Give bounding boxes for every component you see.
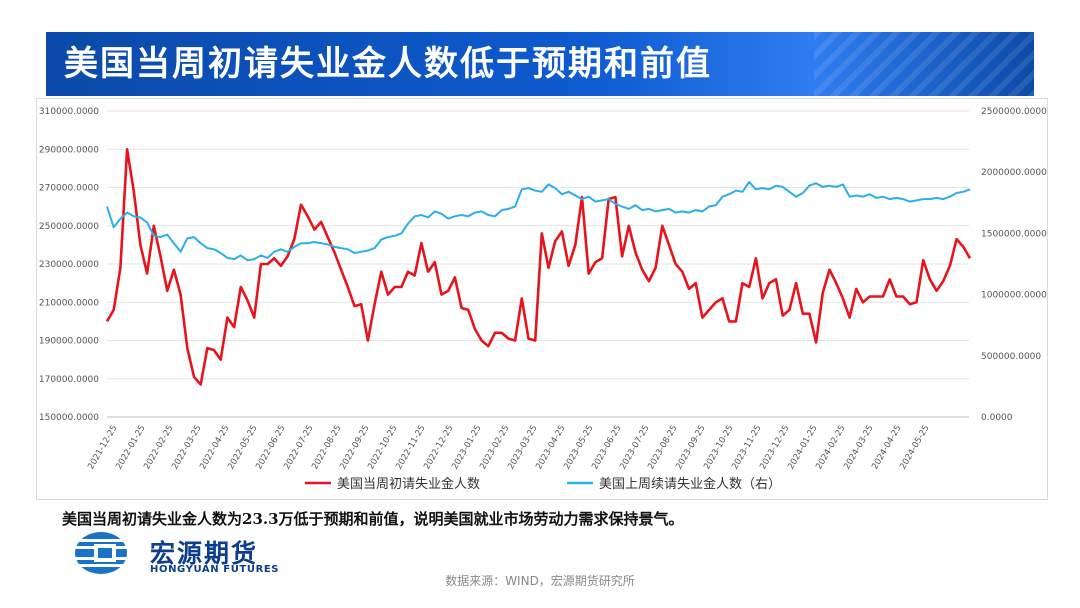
company-logo: 宏源期货 HONGYUAN FUTURES (74, 530, 314, 578)
y-axis-left: 150000.0000 170000.0000 190000.0000 210000.… (39, 107, 99, 423)
y-left-tick-label: 150000.0000 (39, 413, 99, 423)
y-right-tick-label: 2500000.0000 (981, 107, 1047, 117)
line-chart: 150000.0000 170000.0000 190000.0000 210000.… (39, 107, 1047, 492)
x-tick-label: 2024-05-25 (898, 424, 931, 472)
y-left-tick-label: 170000.0000 (39, 375, 99, 385)
caption: 美国当周初请失业金人数为23.3万低于预期和前值，说明美国就业市场劳动力需求保持… (62, 510, 684, 528)
series-line-continuing-claims (106, 181, 971, 262)
y-left-tick-label: 230000.0000 (39, 260, 99, 270)
data-source: 数据来源：WIND，宏源期货研究所 (445, 574, 635, 588)
y-left-tick-label: 190000.0000 (39, 337, 99, 347)
title-banner: 美国当周初请失业金人数低于预期和前值 (46, 32, 1034, 96)
series-lines (105, 147, 972, 386)
x-axis: 2021-12-252022-01-252022-02-252022-03-25… (86, 416, 969, 472)
legend-label: 美国上周续请失业金人数（右） (599, 476, 781, 492)
series-line-initial-claims (105, 147, 972, 386)
y-left-tick-label: 310000.0000 (39, 107, 99, 117)
y-left-tick-label: 210000.0000 (39, 298, 99, 308)
legend: 美国当周初请失业金人数 美国上周续请失业金人数（右） (305, 476, 781, 492)
y-left-tick-label: 290000.0000 (39, 145, 99, 155)
chart-frame: 150000.0000 170000.0000 190000.0000 210000.… (36, 98, 1048, 500)
y-axis-right: 0.0000 500000.0000 1000000.0000 1500000.000… (981, 107, 1047, 423)
logo-english-name: HONGYUAN FUTURES (150, 564, 280, 575)
y-right-tick-label: 2000000.0000 (981, 168, 1047, 178)
y-right-tick-label: 0.0000 (981, 413, 1013, 423)
logo-globe-icon (74, 532, 132, 574)
legend-label: 美国当周初请失业金人数 (337, 476, 480, 492)
y-right-tick-label: 1500000.0000 (981, 229, 1047, 239)
y-left-tick-label: 270000.0000 (39, 184, 99, 194)
logo-chinese-name: 宏源期货 (150, 539, 259, 568)
y-left-tick-label: 250000.0000 (39, 222, 99, 232)
grid-lines (107, 110, 969, 418)
y-right-tick-label: 1000000.0000 (981, 291, 1047, 301)
y-right-tick-label: 500000.0000 (981, 352, 1041, 362)
page-title: 美国当周初请失业金人数低于预期和前值 (64, 44, 712, 84)
